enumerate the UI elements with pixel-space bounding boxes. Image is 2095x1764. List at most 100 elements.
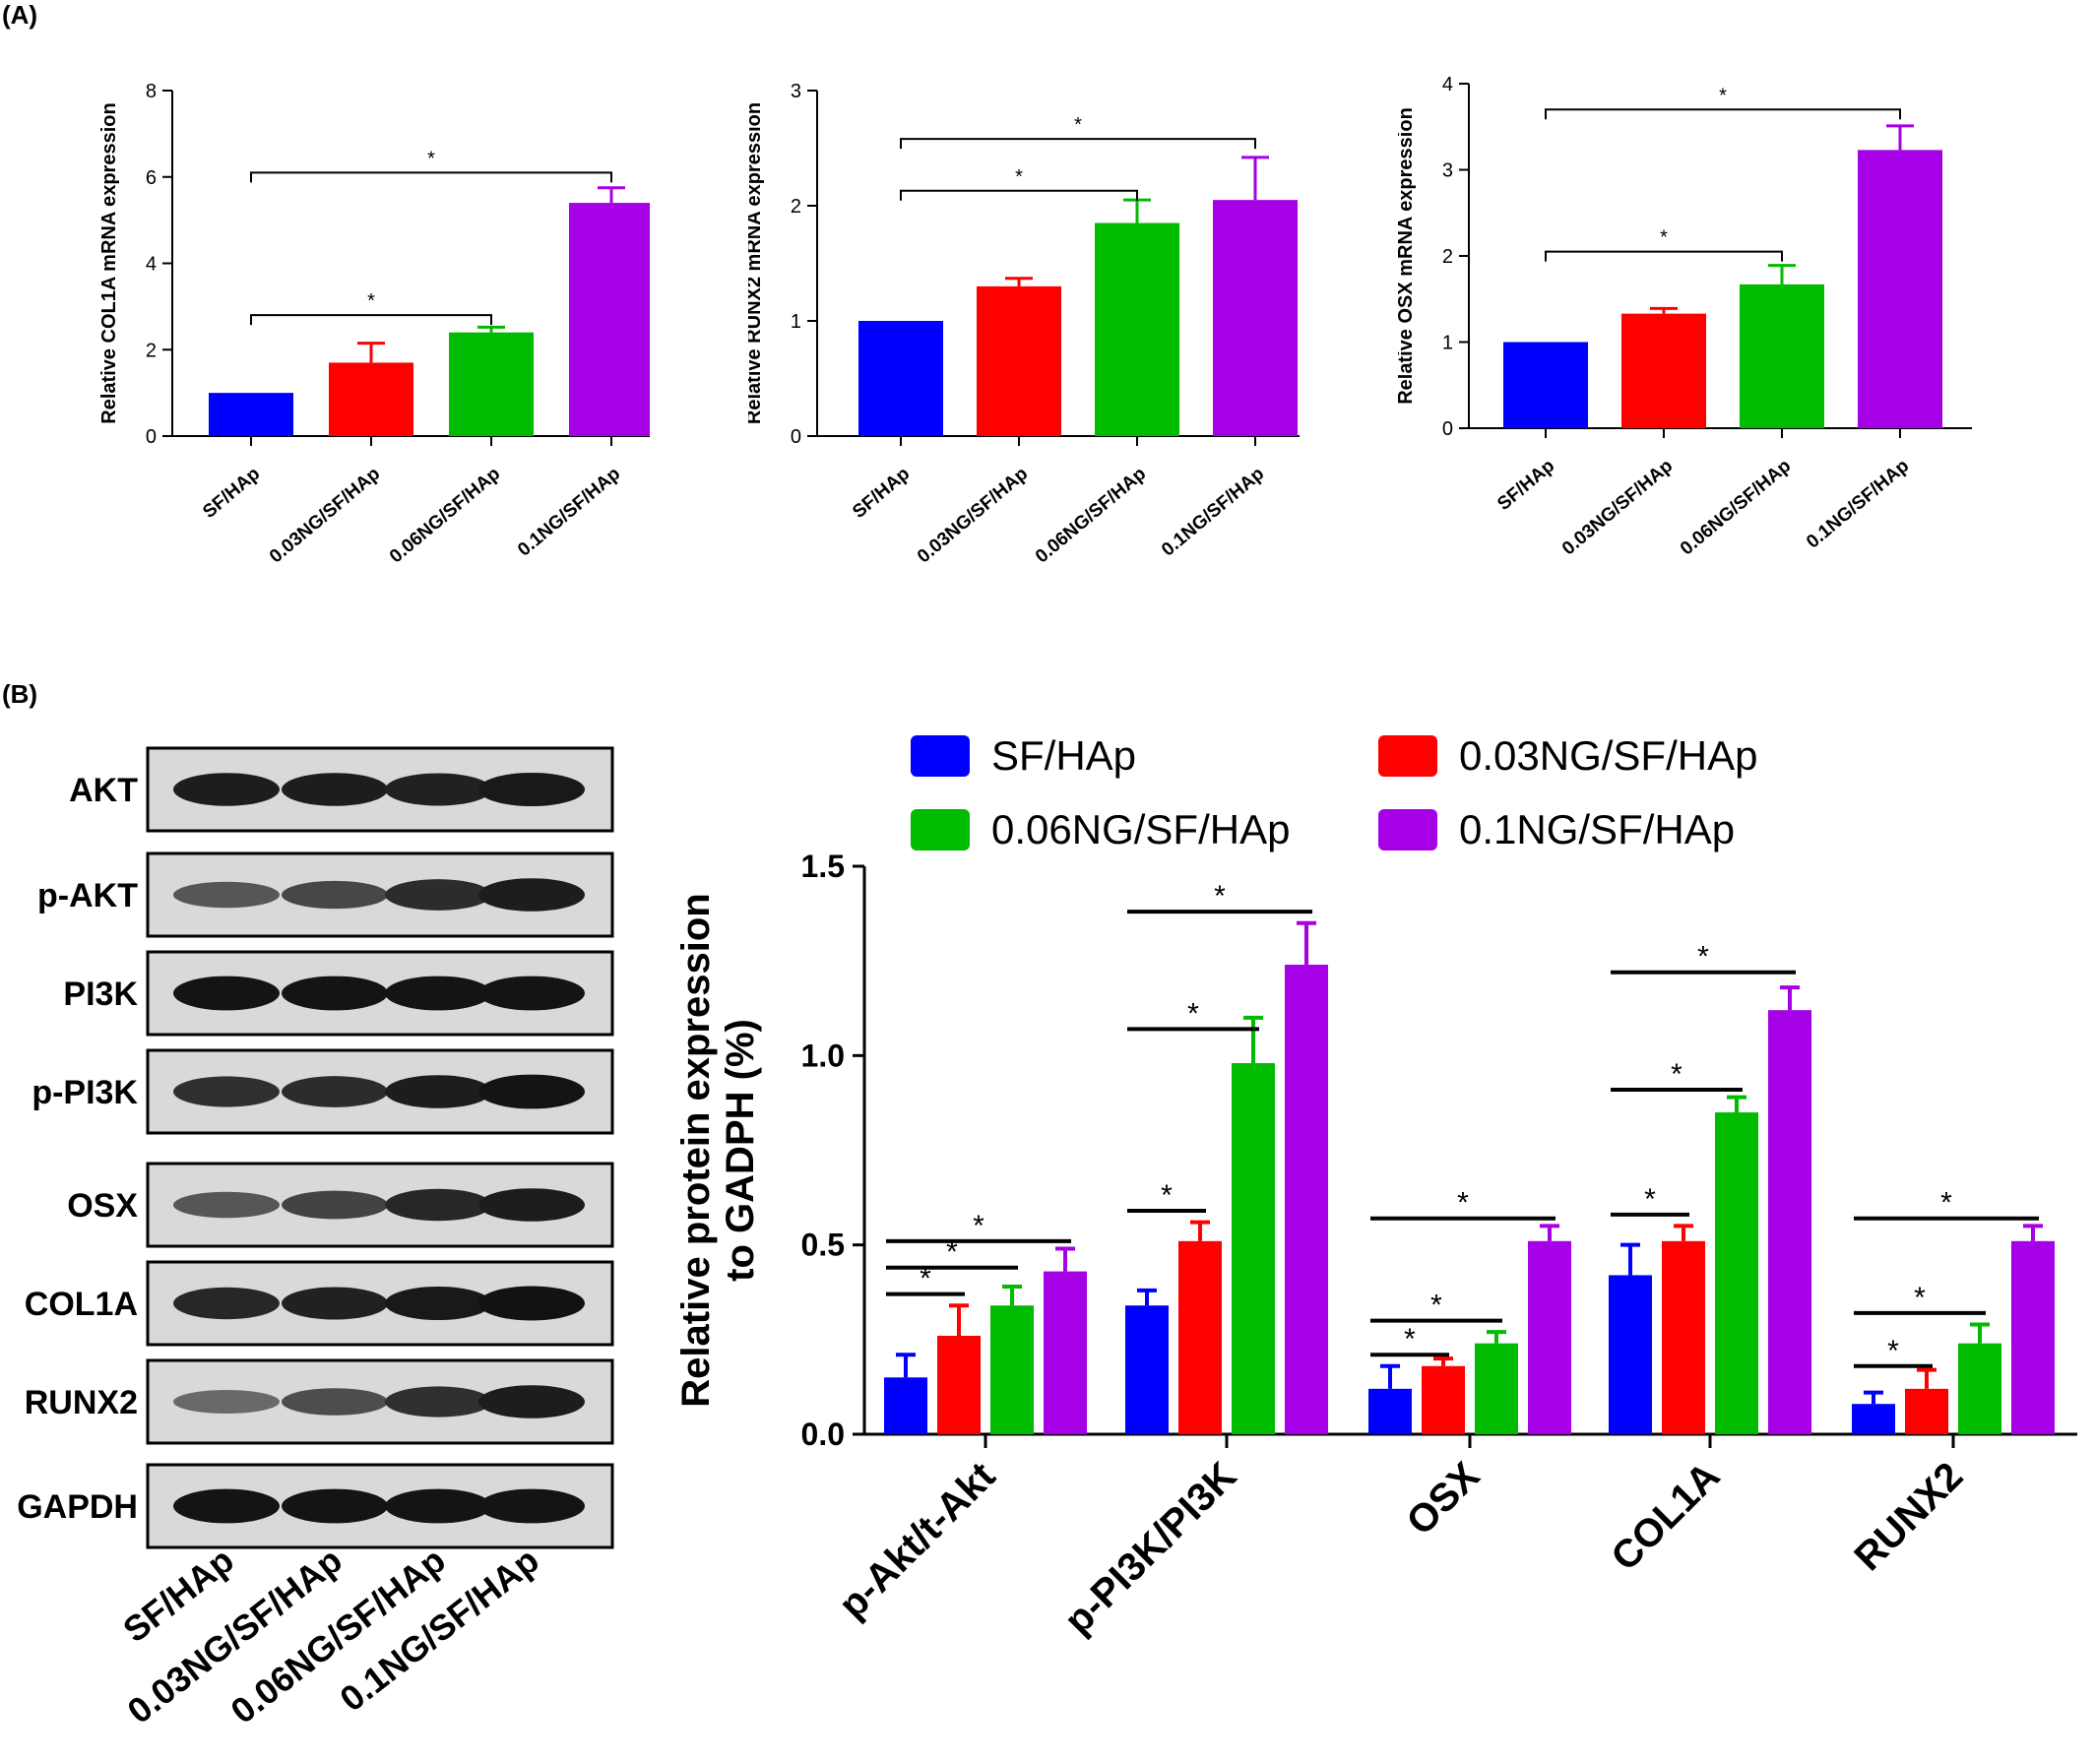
significance-star: * bbox=[1671, 1058, 1682, 1091]
bar bbox=[977, 285, 1061, 436]
y-tick-label: 2 bbox=[146, 340, 157, 361]
significance-bracket bbox=[1545, 250, 1783, 262]
significance-star: * bbox=[946, 1236, 958, 1269]
blot-band bbox=[478, 1488, 585, 1524]
y-tick-label: 6 bbox=[146, 167, 157, 189]
x-tick-label: 0.1NG/SF/HAp bbox=[1158, 464, 1268, 561]
legend-swatch bbox=[1378, 809, 1437, 850]
bar bbox=[1662, 1240, 1705, 1434]
blot-band bbox=[385, 1286, 491, 1321]
blot-band bbox=[173, 1287, 280, 1320]
blot-band bbox=[385, 773, 491, 806]
y-tick-label: 0.0 bbox=[801, 1417, 845, 1452]
bar bbox=[1232, 1063, 1275, 1434]
blot-row-label: AKT bbox=[69, 772, 138, 809]
bar bbox=[1958, 1343, 2001, 1434]
significance-star: * bbox=[1161, 1179, 1173, 1212]
bar bbox=[1125, 1305, 1169, 1434]
bar bbox=[2011, 1240, 2055, 1434]
x-tick-label: p-Akt/t-Akt bbox=[831, 1454, 1004, 1627]
significance-star: * bbox=[1887, 1335, 1899, 1367]
blot-band bbox=[478, 976, 585, 1011]
significance-star: * bbox=[427, 148, 435, 169]
significance-star: * bbox=[1430, 1290, 1442, 1322]
blot-band bbox=[173, 773, 280, 806]
x-tick-label: 0.03NG/SF/HAp bbox=[914, 464, 1032, 568]
blot-band bbox=[173, 976, 280, 1011]
blot-band bbox=[173, 1191, 280, 1219]
legend-label: 0.1NG/SF/HAp bbox=[1459, 806, 1735, 852]
blot-row-label: GAPDH bbox=[17, 1488, 138, 1526]
x-tick-label: 0.1NG/SF/HAp bbox=[514, 464, 624, 561]
bar bbox=[1095, 222, 1179, 436]
significance-star: * bbox=[973, 1210, 984, 1242]
blot-band bbox=[478, 1074, 585, 1109]
bar bbox=[1715, 1112, 1758, 1434]
blot-band bbox=[173, 1488, 280, 1524]
x-tick-label: 0.06NG/SF/HAp bbox=[1032, 464, 1150, 568]
blot-band bbox=[282, 1076, 388, 1107]
blot-row-label: PI3K bbox=[63, 976, 138, 1013]
bar bbox=[990, 1305, 1034, 1434]
significance-star: * bbox=[367, 290, 375, 312]
y-tick-label: 1 bbox=[1442, 333, 1453, 354]
blot-band bbox=[173, 1390, 280, 1414]
bar bbox=[1621, 313, 1706, 428]
blot-band bbox=[385, 1488, 491, 1524]
significance-bracket bbox=[250, 171, 612, 183]
bar bbox=[1852, 1404, 1895, 1434]
significance-star: * bbox=[1660, 227, 1668, 249]
blot-band bbox=[282, 976, 388, 1011]
bar bbox=[1044, 1271, 1087, 1434]
blot-band bbox=[385, 1188, 491, 1222]
blot-band bbox=[282, 1287, 388, 1320]
x-tick-label: SF/HAp bbox=[199, 464, 264, 523]
x-tick-label: 0.1NG/SF/HAp bbox=[1803, 456, 1913, 553]
bar bbox=[858, 321, 943, 436]
x-tick-label: OSX bbox=[1399, 1454, 1489, 1544]
significance-star: * bbox=[1214, 880, 1226, 913]
y-axis-label-line2: to GADPH (%) bbox=[719, 1019, 762, 1282]
legend-swatch bbox=[911, 809, 970, 850]
y-tick-label: 0 bbox=[146, 426, 157, 448]
significance-bracket bbox=[250, 314, 492, 326]
bar bbox=[449, 332, 534, 436]
bar bbox=[1503, 342, 1588, 428]
x-tick-label: 0.03NG/SF/HAp bbox=[266, 464, 384, 568]
bar bbox=[1285, 965, 1328, 1434]
x-tick-label: 0.03NG/SF/HAp bbox=[1558, 456, 1677, 560]
x-tick-label: RUNX2 bbox=[1846, 1454, 1971, 1579]
legend-swatch bbox=[1378, 735, 1437, 777]
western-blot: AKTp-AKTPI3Kp-PI3KOSXCOL1ARUNX2GAPDHSF/H… bbox=[17, 746, 614, 1732]
panel-label-b: (B) bbox=[2, 679, 38, 709]
runx2-mrna-chart: 0 1 2 3 Relative RUNX2 mRNA expression SF/HAp… bbox=[748, 81, 1300, 568]
x-tick-label: SF/HAp bbox=[849, 464, 914, 523]
x-tick-label: SF/HAp bbox=[1493, 456, 1558, 515]
bar bbox=[569, 203, 650, 436]
y-tick-label: 1.5 bbox=[801, 849, 845, 884]
blot-band bbox=[173, 1076, 280, 1107]
y-tick-label: 3 bbox=[791, 81, 801, 102]
y-axis-label: Relative COL1A mRNA expression bbox=[98, 102, 120, 423]
bar bbox=[1609, 1275, 1652, 1434]
bar bbox=[937, 1335, 981, 1434]
blot-band bbox=[478, 1188, 585, 1222]
blot-row-label: COL1A bbox=[25, 1286, 138, 1323]
x-tick-label: 0.06NG/SF/HAp bbox=[386, 464, 504, 568]
y-tick-label: 3 bbox=[1442, 160, 1453, 182]
y-axis-label-line1: Relative protein expression bbox=[674, 893, 718, 1407]
bar bbox=[1475, 1343, 1518, 1434]
bar bbox=[209, 393, 293, 436]
blot-band bbox=[282, 880, 388, 910]
significance-star: * bbox=[1187, 997, 1199, 1030]
significance-bracket bbox=[900, 189, 1138, 201]
y-tick-label: 2 bbox=[791, 196, 801, 218]
y-tick-label: 4 bbox=[1442, 74, 1453, 95]
y-tick-label: 0 bbox=[1442, 418, 1453, 440]
y-tick-label: 0 bbox=[791, 426, 801, 448]
y-tick-label: 8 bbox=[146, 81, 157, 102]
significance-star: * bbox=[1644, 1183, 1656, 1216]
blot-band bbox=[282, 773, 388, 806]
blot-band bbox=[478, 1286, 585, 1321]
